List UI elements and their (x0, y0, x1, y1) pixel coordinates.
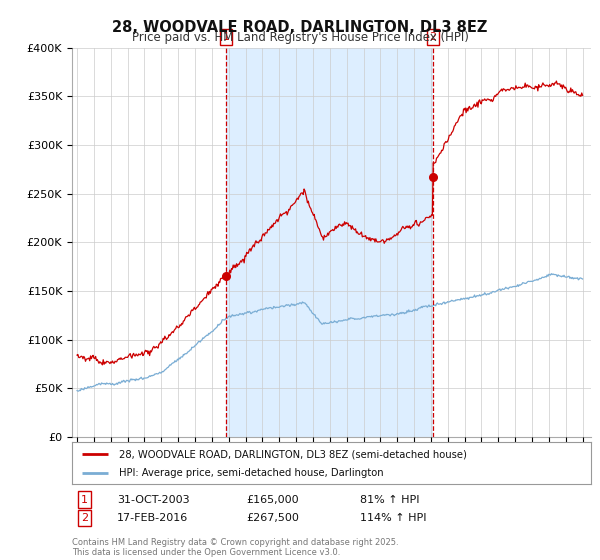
Text: 31-OCT-2003: 31-OCT-2003 (117, 494, 190, 505)
Text: 1: 1 (223, 32, 229, 42)
Bar (226, 48, 433, 437)
Text: 28, WOODVALE ROAD, DARLINGTON, DL3 8EZ: 28, WOODVALE ROAD, DARLINGTON, DL3 8EZ (112, 20, 488, 35)
Text: 2: 2 (81, 513, 88, 523)
Text: £267,500: £267,500 (246, 513, 299, 523)
Text: 114% ↑ HPI: 114% ↑ HPI (360, 513, 427, 523)
Text: 81% ↑ HPI: 81% ↑ HPI (360, 494, 419, 505)
Text: 28, WOODVALE ROAD, DARLINGTON, DL3 8EZ (semi-detached house): 28, WOODVALE ROAD, DARLINGTON, DL3 8EZ (… (119, 449, 467, 459)
Text: 17-FEB-2016: 17-FEB-2016 (117, 513, 188, 523)
Text: Price paid vs. HM Land Registry's House Price Index (HPI): Price paid vs. HM Land Registry's House … (131, 31, 469, 44)
Text: HPI: Average price, semi-detached house, Darlington: HPI: Average price, semi-detached house,… (119, 468, 383, 478)
Text: 2: 2 (430, 32, 437, 42)
Text: 1: 1 (81, 494, 88, 505)
Text: Contains HM Land Registry data © Crown copyright and database right 2025.
This d: Contains HM Land Registry data © Crown c… (72, 538, 398, 557)
Text: £165,000: £165,000 (246, 494, 299, 505)
